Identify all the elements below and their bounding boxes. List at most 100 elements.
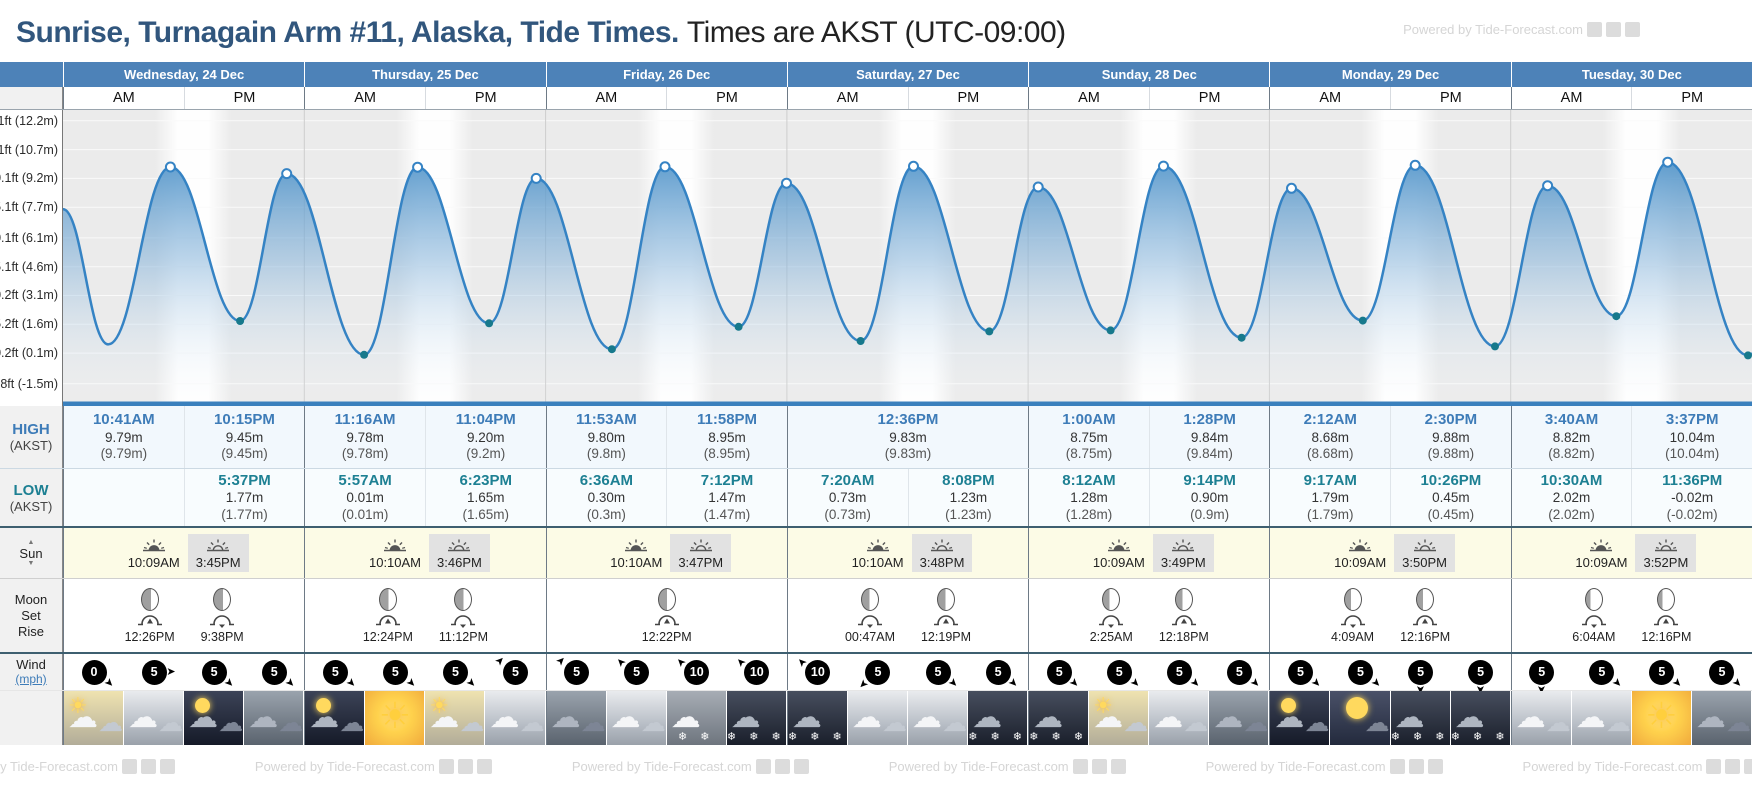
wind-speed-badge: ➤ 5 bbox=[1348, 659, 1383, 690]
am-label: AM bbox=[1319, 90, 1342, 106]
sunset-time: 3:45PM bbox=[195, 555, 241, 570]
low-halfcell-pm: 10:26PM 0.45m (0.45m) bbox=[1390, 469, 1511, 526]
social-icon[interactable] bbox=[159, 758, 175, 774]
sunrise-time: 10:10AM bbox=[368, 555, 422, 570]
weather-tile-night-moon: ☁ ☁ bbox=[305, 691, 366, 745]
sun-icon: ☀ bbox=[378, 695, 412, 737]
social-icon[interactable] bbox=[1587, 22, 1602, 37]
moon-rise-entry: 12:24PM bbox=[363, 587, 413, 644]
sunrise-icon bbox=[625, 539, 648, 552]
wind-unit-link[interactable]: (mph) bbox=[15, 672, 47, 686]
sunset-entry: 3:52PM bbox=[1635, 534, 1697, 572]
sunrise-icon bbox=[384, 539, 406, 552]
footer-watermark: Powered by Tide-Forecast.com bbox=[254, 758, 492, 774]
high-halfcell-span: 12:36PM 9.83m (9.83m) bbox=[788, 406, 1028, 468]
high-tide-height-alt: (8.68m) bbox=[1306, 446, 1354, 462]
low-tide-entry: 6:36AM 0.30m (0.3m) bbox=[580, 472, 633, 523]
social-icon[interactable] bbox=[1706, 758, 1722, 774]
social-icon[interactable] bbox=[774, 758, 790, 774]
day-header-row: Wednesday, 24 Dec Thursday, 25 Dec Friday,… bbox=[0, 62, 1752, 87]
cloud-icon: ☁ bbox=[1575, 701, 1606, 734]
moon-rise-time: 12:26PM bbox=[124, 629, 175, 644]
social-icon[interactable] bbox=[1072, 758, 1088, 774]
sunrise-time: 10:10AM bbox=[610, 555, 663, 570]
high-tide-time: 2:12AM bbox=[1303, 411, 1357, 429]
cloud-icon: ☁ bbox=[911, 701, 942, 734]
wind-cell-day-6: ➤ 5 ➤ 5 ➤ 5 ➤ 5 bbox=[1512, 654, 1752, 694]
cloud-icon: ☁ bbox=[1153, 701, 1184, 734]
low-tide-height: -0.02m bbox=[1671, 490, 1714, 506]
page-title-timezone: Times are AKST (UTC-09:00) bbox=[686, 15, 1066, 49]
social-icon[interactable] bbox=[438, 758, 454, 774]
page-header: Sunrise, Turnagain Arm #11, Alaska, Tide… bbox=[0, 0, 1752, 62]
social-icon[interactable] bbox=[457, 758, 473, 774]
moon-phase-icon bbox=[1174, 587, 1193, 611]
high-halfcell-am: 3:40AM 8.82m (8.82m) bbox=[1512, 406, 1632, 468]
social-icon[interactable] bbox=[1110, 758, 1126, 774]
low-cell-day-6: 10:30AM 2.02m (2.02m) 11:36PM -0.02m (-0.02m) bbox=[1510, 469, 1752, 526]
moon-rise-icon bbox=[375, 614, 400, 625]
wind-direction-arrow: ➤ bbox=[1368, 675, 1384, 691]
sunrise-entry: 10:10AM bbox=[361, 534, 429, 572]
high-tide-entry: 11:58PM 8.95m (8.95m) bbox=[697, 411, 757, 462]
tide-chart-y-axis: 40.1ft (12.2m) 35.1ft (10.7m) 30.1ft (9.2m… bbox=[0, 110, 63, 406]
wind-speed-value: 5 bbox=[1235, 665, 1243, 679]
low-tide-height: 1.65m bbox=[466, 490, 505, 506]
high-tide-height: 9.88m bbox=[1432, 429, 1470, 445]
y-axis-label: -4.8ft (-1.5m) bbox=[0, 376, 58, 391]
moon-phase-icon bbox=[657, 587, 676, 611]
powered-by-link[interactable]: Powered by Tide-Forecast.com bbox=[0, 758, 118, 774]
wind-cell-day-4: ➤ 5 ➤ 5 ➤ 5 ➤ 5 bbox=[1029, 654, 1269, 690]
social-icon[interactable] bbox=[1408, 758, 1424, 774]
social-icon[interactable] bbox=[476, 758, 492, 774]
sun-icon: ☀ bbox=[1645, 695, 1678, 737]
social-icon[interactable] bbox=[793, 758, 809, 774]
am-label: AM bbox=[112, 90, 135, 106]
wind-direction-arrow: ➤ bbox=[1187, 675, 1203, 691]
moon-set-icon bbox=[1581, 614, 1606, 628]
low-tide-time: 9:14PM bbox=[1183, 471, 1236, 489]
social-icon[interactable] bbox=[1427, 758, 1443, 774]
powered-by-link[interactable]: Powered by Tide-Forecast.com bbox=[254, 758, 435, 774]
wind-speed-badge: ➤ 10 bbox=[734, 654, 770, 685]
low-halfcell-am: 8:12AM 1.28m (1.28m) bbox=[1029, 469, 1149, 526]
wind-speed-value: 5 bbox=[1658, 665, 1666, 679]
wind-direction-arrow: ➤ bbox=[673, 653, 689, 669]
low-halfcell-pm: 8:08PM 1.23m (1.23m) bbox=[907, 469, 1029, 526]
sun-cell-day-5: 10:09AM 3:50PM bbox=[1270, 528, 1510, 578]
social-icon[interactable] bbox=[121, 758, 137, 774]
social-icon[interactable] bbox=[1625, 22, 1640, 37]
moon-rise-icon bbox=[1413, 614, 1438, 625]
social-icon[interactable] bbox=[1091, 758, 1107, 774]
low-tide-height: 0.90m bbox=[1190, 490, 1229, 506]
high-tide-time: 1:28PM bbox=[1183, 411, 1236, 429]
weather-tile-cloud: ☁ ☁ bbox=[124, 691, 185, 745]
sunset-entry: 3:48PM bbox=[911, 534, 973, 572]
moon-phase-icon bbox=[1416, 587, 1435, 611]
social-icon[interactable] bbox=[1744, 758, 1752, 774]
page-title: Sunrise, Turnagain Arm #11, Alaska, Tide… bbox=[16, 13, 1066, 50]
social-icon[interactable] bbox=[140, 758, 156, 774]
low-halfcell-pm: 11:36PM -0.02m (-0.02m) bbox=[1631, 469, 1752, 526]
social-icon[interactable] bbox=[755, 758, 771, 774]
powered-by-link[interactable]: Powered by Tide-Forecast.com bbox=[1522, 758, 1703, 774]
social-icon[interactable] bbox=[1389, 758, 1405, 774]
powered-by-link[interactable]: Powered by Tide-Forecast.com bbox=[1205, 758, 1386, 774]
social-icon[interactable] bbox=[1606, 22, 1621, 37]
social-icon[interactable] bbox=[1725, 758, 1741, 774]
powered-by-link[interactable]: Powered by Tide-Forecast.com bbox=[571, 758, 752, 774]
powered-by-link[interactable]: Powered by Tide-Forecast.com bbox=[1403, 22, 1583, 37]
wind-speed-value: 5 bbox=[331, 665, 339, 679]
low-tide-time: 6:36AM bbox=[579, 471, 634, 489]
moon-set-entry: 4:09AM bbox=[1331, 587, 1374, 644]
high-tide-height-alt: (9.78m) bbox=[341, 446, 389, 462]
weather-tile-cloud: ☁ ☁ bbox=[1571, 691, 1632, 745]
wind-speed-value: 5 bbox=[451, 665, 459, 679]
cloud-icon: ☁ bbox=[1726, 709, 1751, 737]
wind-speed-badge: ➤ 5 bbox=[1468, 659, 1494, 694]
high-tide-height-alt: (9.2m) bbox=[466, 446, 506, 462]
moon-label-line: Moon bbox=[14, 591, 48, 607]
high-tide-height-alt: (10.04m) bbox=[1665, 446, 1720, 462]
powered-by-link[interactable]: Powered by Tide-Forecast.com bbox=[888, 758, 1069, 774]
sort-desc-icon: ▼ bbox=[27, 559, 35, 567]
